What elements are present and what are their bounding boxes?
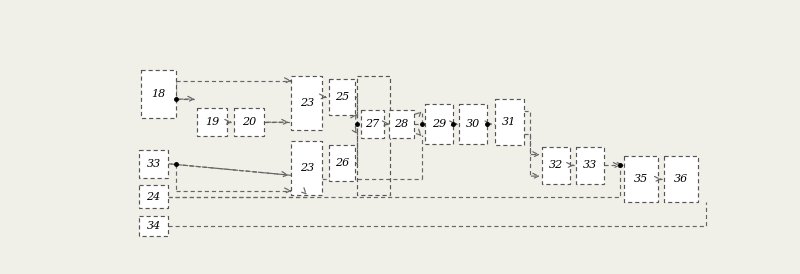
Text: 35: 35 bbox=[634, 174, 648, 184]
FancyBboxPatch shape bbox=[494, 99, 524, 145]
Text: 33: 33 bbox=[583, 160, 598, 170]
Text: 33: 33 bbox=[146, 159, 161, 169]
FancyBboxPatch shape bbox=[139, 185, 168, 209]
Text: 18: 18 bbox=[151, 89, 166, 99]
Text: 23: 23 bbox=[300, 163, 314, 173]
FancyBboxPatch shape bbox=[141, 70, 176, 118]
Text: 30: 30 bbox=[466, 119, 480, 129]
Text: 36: 36 bbox=[674, 174, 688, 184]
Text: 24: 24 bbox=[146, 192, 161, 202]
FancyBboxPatch shape bbox=[361, 110, 384, 138]
Text: 26: 26 bbox=[335, 158, 350, 168]
Text: 28: 28 bbox=[394, 119, 409, 129]
Text: 31: 31 bbox=[502, 117, 517, 127]
FancyBboxPatch shape bbox=[576, 147, 604, 184]
Text: 27: 27 bbox=[365, 119, 379, 129]
FancyBboxPatch shape bbox=[329, 79, 355, 115]
FancyBboxPatch shape bbox=[624, 156, 658, 202]
FancyBboxPatch shape bbox=[426, 104, 453, 144]
FancyBboxPatch shape bbox=[542, 147, 570, 184]
FancyBboxPatch shape bbox=[139, 150, 168, 178]
FancyBboxPatch shape bbox=[291, 141, 322, 195]
FancyBboxPatch shape bbox=[664, 156, 698, 202]
Text: 25: 25 bbox=[335, 92, 350, 102]
Text: 19: 19 bbox=[205, 117, 219, 127]
FancyBboxPatch shape bbox=[329, 145, 355, 181]
FancyBboxPatch shape bbox=[291, 76, 322, 130]
Text: 29: 29 bbox=[432, 119, 446, 129]
Text: 32: 32 bbox=[549, 160, 563, 170]
FancyBboxPatch shape bbox=[139, 216, 168, 236]
Text: 23: 23 bbox=[300, 98, 314, 108]
FancyBboxPatch shape bbox=[459, 104, 487, 144]
Text: 20: 20 bbox=[242, 117, 256, 127]
FancyBboxPatch shape bbox=[198, 108, 226, 136]
FancyBboxPatch shape bbox=[390, 110, 414, 138]
Text: 34: 34 bbox=[146, 221, 161, 231]
FancyBboxPatch shape bbox=[234, 108, 264, 136]
